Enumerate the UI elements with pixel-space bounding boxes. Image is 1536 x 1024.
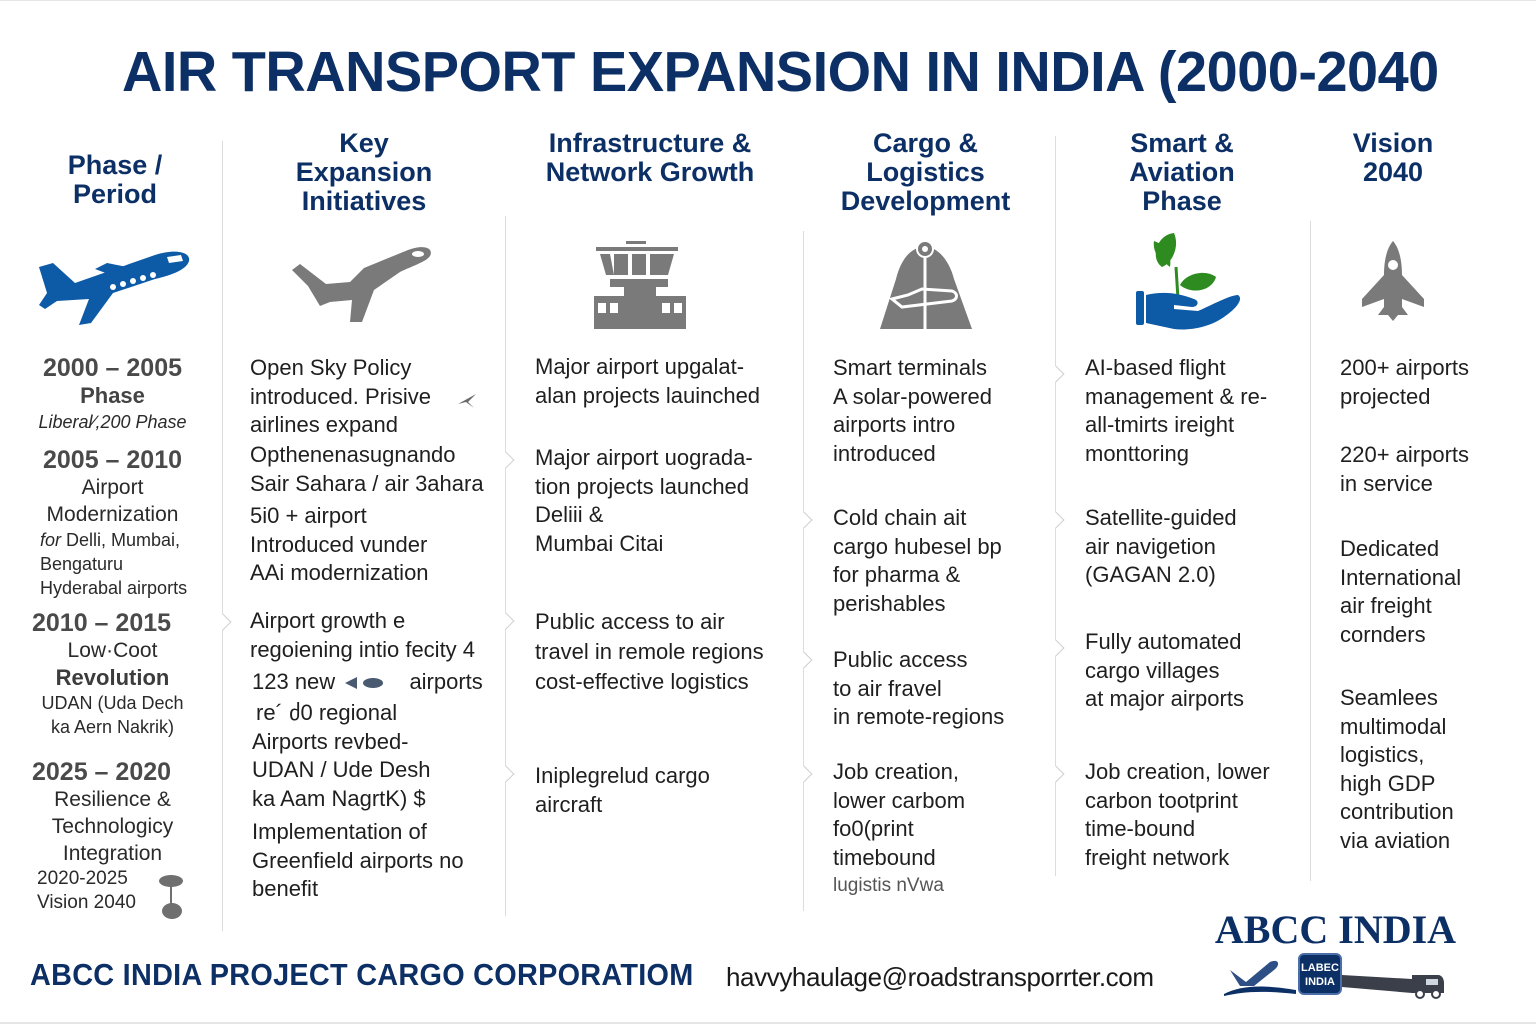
chevron-right-icon <box>1047 765 1065 783</box>
chevron-right-icon <box>1047 365 1065 383</box>
column-divider <box>1055 136 1056 876</box>
smart-block: Job creation, lower carbon tootprint tim… <box>1085 759 1270 870</box>
infrastructure-block: Major airport uograda- tion projects lau… <box>535 445 753 556</box>
page-title: AIR TRANSPORT EXPANSION IN INDIA (2000-2… <box>122 40 1439 104</box>
chevron-right-icon <box>795 511 813 529</box>
infrastructure-block: Public access to air travel in remole re… <box>535 609 764 694</box>
period-entry-2005-2010: 2005 – 2010 Airport Modernization for De… <box>40 446 188 598</box>
column-heading-infrastructure: Infrastructure & Network Growth <box>545 128 755 187</box>
chevron-right-icon <box>497 451 515 469</box>
column-divider <box>1310 221 1311 881</box>
infrastructure-block: Major airport upgalat- alan projects lau… <box>535 354 761 408</box>
column-divider <box>803 231 804 911</box>
column-divider <box>222 141 223 931</box>
smart-block: Satellite-guided air navigetion (GAGAN 2… <box>1085 505 1237 587</box>
control-tower-icon <box>594 241 686 329</box>
chevron-right-icon <box>497 612 515 630</box>
column-divider <box>505 216 506 916</box>
chevron-right-icon <box>497 765 515 783</box>
logo-truck-icon <box>1342 975 1444 999</box>
chevron-right-icon <box>795 651 813 669</box>
vision-block: 220+ airports in service <box>1340 442 1470 496</box>
airplane-icon <box>39 251 190 325</box>
arrow-pair-icon <box>345 677 384 690</box>
vision-block: Dedicated International air freight corn… <box>1340 536 1462 647</box>
initiative-block: re´ ძ0 regional Airports revbed- UDAN / … <box>252 700 431 811</box>
jet-icon <box>1362 241 1424 321</box>
period-entry-2000-2005: 2000 – 2005 Phase Liberal∕,200 Phase <box>38 354 187 432</box>
initiative-block: Opthenenasugnando Sair Sahara / air 3aha… <box>250 442 484 496</box>
logistics-map-icon <box>880 240 972 329</box>
vision-block: 200+ airports projected <box>1340 355 1470 409</box>
sapling-icon <box>159 875 183 919</box>
cargo-block: Public access to air fravel in remote-re… <box>833 647 1005 729</box>
corporation-name: ABCC INDIA PROJECT CARGO CORPORATIOM <box>30 957 694 992</box>
cargo-block: Cold chain ait cargo hubesel bp for phar… <box>833 505 1002 616</box>
chevron-right-icon <box>1047 639 1065 657</box>
column-heading-phase: Phase / Period <box>67 150 163 209</box>
chevron-right-icon <box>795 765 813 783</box>
initiative-block: 123 new airports <box>252 669 483 694</box>
initiative-block: Airport growth e regoiening intio fecity… <box>250 608 476 662</box>
column-heading-smart: Smart & Aviation Phase <box>1129 128 1235 216</box>
period-entry-2025-2020: 2025 – 2020 Resilience & Technologicy In… <box>32 758 174 913</box>
chevron-right-icon <box>1047 511 1065 529</box>
smart-block: AI-based flight management & re- all-tmi… <box>1085 355 1268 466</box>
company-logo-badge: LABEC INDIA <box>1298 953 1342 995</box>
column-heading-initiatives: Key Expansion Initiatives <box>295 128 433 216</box>
period-entry-2010-2015: 2010 – 2015 Low·Coot Revolution UDAN (Ud… <box>32 609 184 737</box>
hand-plant-icon <box>1136 233 1241 330</box>
cargo-block: Job creation, lower carbom fo0(print tim… <box>833 759 966 896</box>
smart-block: Fully automated cargo villages at major … <box>1085 629 1244 711</box>
initiative-block: Open Sky Policy introduced. Prisive airl… <box>250 355 431 437</box>
contact-email[interactable]: havvyhaulage@roadstransporrter.com <box>726 962 1154 992</box>
vision-block: Seamlees multimodal logistics, high GDP … <box>1340 685 1454 853</box>
column-heading-cargo: Cargo & Logistics Development <box>840 128 1011 216</box>
initiative-block: Implementation of Greenfield airports no… <box>252 819 464 901</box>
plane-takeoff-icon <box>292 247 431 322</box>
infrastructure-block: Iniplegrelud cargo aircraft <box>535 763 710 817</box>
company-logo-title: ABCC INDIA <box>1214 907 1457 952</box>
initiative-block: 5i0 + airport Introduced vunder AAi mode… <box>250 503 429 585</box>
small-plane-icon <box>458 394 476 408</box>
logo-wave-plane-icon <box>1224 960 1296 996</box>
cargo-block: Smart terminals A solar-powered airports… <box>833 355 992 466</box>
column-heading-vision: Vision 2040 <box>1352 128 1434 187</box>
